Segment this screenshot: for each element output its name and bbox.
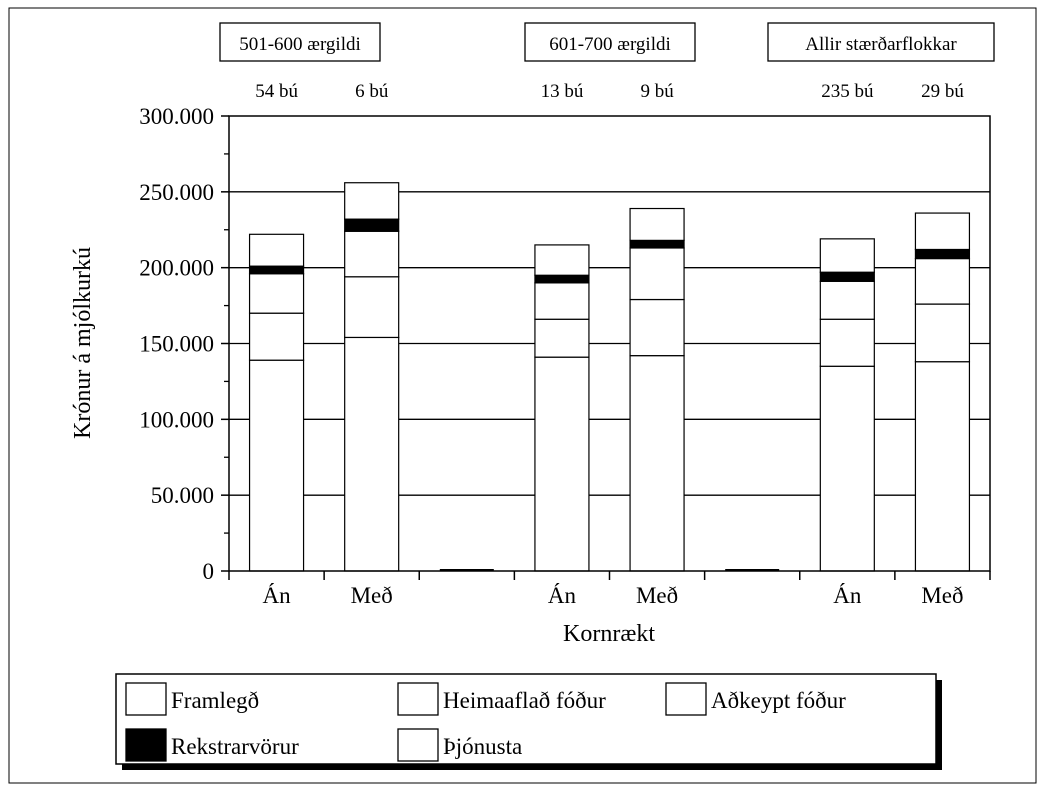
- bar-segment-3: [914, 257, 971, 305]
- bar-segment-1: [914, 361, 971, 572]
- farm-count: 54 bú: [255, 81, 298, 102]
- bar-segment-1: [629, 355, 685, 572]
- legend-swatch: [125, 728, 167, 762]
- x-tick-label: Án: [833, 583, 862, 608]
- farm-counts: 54 bú 6 bú 13 bú 9 bú 235 bú 29 bú: [255, 81, 964, 102]
- bar-segment-5: [629, 207, 685, 241]
- bar-segment-2: [629, 298, 685, 357]
- y-tick-label: 0: [203, 559, 215, 584]
- group-title: 601-700 ærgildi: [549, 34, 671, 55]
- x-axis-label: Kornrækt: [563, 621, 655, 647]
- bar-segment-2: [534, 318, 590, 358]
- y-tick-label: 50.000: [151, 483, 214, 508]
- x-axis: Án Með Án Með Án Með: [228, 571, 991, 608]
- legend-swatch: [397, 682, 439, 716]
- bar-segment-2: [248, 312, 305, 361]
- bar-empty: [725, 569, 780, 571]
- x-tick-label: Með: [921, 583, 963, 608]
- bars: [248, 182, 971, 572]
- legend-label: Aðkeypt fóður: [711, 688, 846, 713]
- farm-count: 235 bú: [821, 81, 874, 102]
- bar-segment-5: [819, 238, 875, 273]
- legend-box: [115, 673, 937, 765]
- group-titles: 501-600 ærgildi 601-700 ærgildi Allir stær…: [219, 22, 995, 62]
- bar-empty: [439, 569, 494, 571]
- farm-count: 6 bú: [355, 81, 389, 102]
- farm-count: 29 bú: [921, 81, 964, 102]
- bar-segment-4: [248, 265, 305, 275]
- y-tick-label: 100.000: [139, 407, 214, 432]
- group-title: 501-600 ærgildi: [239, 34, 361, 55]
- legend: Framlegð Heimaaflað fóður Aðkeypt fóður Rek…: [115, 673, 942, 770]
- legend-label: Framlegð: [171, 688, 259, 713]
- legend-label: Þjónusta: [443, 734, 522, 759]
- group-title-box: [524, 22, 696, 62]
- bar-segment-4: [914, 248, 971, 260]
- bar-segment-4: [534, 274, 590, 284]
- bar-segment-5: [248, 233, 305, 267]
- x-tick-label: Með: [351, 583, 393, 608]
- farm-count: 9 bú: [640, 81, 674, 102]
- legend-swatch: [397, 728, 439, 762]
- x-tick-label: Án: [263, 583, 292, 608]
- farm-count: 13 bú: [541, 81, 584, 102]
- y-tick-label: 150.000: [139, 332, 214, 357]
- bar-segment-3: [534, 282, 590, 320]
- bar-segment-2: [914, 303, 971, 363]
- bar-segment-1: [344, 336, 400, 572]
- bar-segment-3: [344, 230, 400, 278]
- bar-segment-2: [344, 276, 400, 339]
- bar-segment-1: [819, 365, 875, 572]
- x-tick-label: Án: [548, 583, 577, 608]
- y-axis-label: Krónur á mjólkurkú: [70, 247, 96, 439]
- bar-segment-4: [629, 239, 685, 249]
- group-title-box: [767, 22, 995, 62]
- x-tick-label: Með: [636, 583, 678, 608]
- bar-segment-5: [534, 244, 590, 276]
- bar-segment-5: [344, 182, 400, 220]
- legend-label: Rekstrarvörur: [171, 734, 299, 759]
- bar-segment-1: [248, 359, 305, 572]
- bar-segment-4: [819, 271, 875, 282]
- bar-segment-4: [344, 218, 400, 232]
- bar-segment-5: [914, 212, 971, 251]
- bar-segment-2: [819, 318, 875, 367]
- bar-segment-3: [819, 280, 875, 320]
- group-title: Allir stærðarflokkar: [805, 34, 957, 55]
- y-tick-label: 250.000: [139, 180, 214, 205]
- y-tick-label: 200.000: [139, 256, 214, 281]
- bar-segment-3: [629, 247, 685, 301]
- legend-label: Heimaaflað fóður: [443, 688, 606, 713]
- y-axis: 0 50.000 100.000 150.000 200.000 250.000 300.0…: [139, 104, 229, 584]
- bar-segment-1: [534, 356, 590, 572]
- legend-swatch: [125, 682, 167, 716]
- group-title-box: [219, 22, 381, 62]
- legend-swatch: [665, 682, 707, 716]
- bar-segment-3: [248, 273, 305, 314]
- y-tick-label: 300.000: [139, 104, 214, 129]
